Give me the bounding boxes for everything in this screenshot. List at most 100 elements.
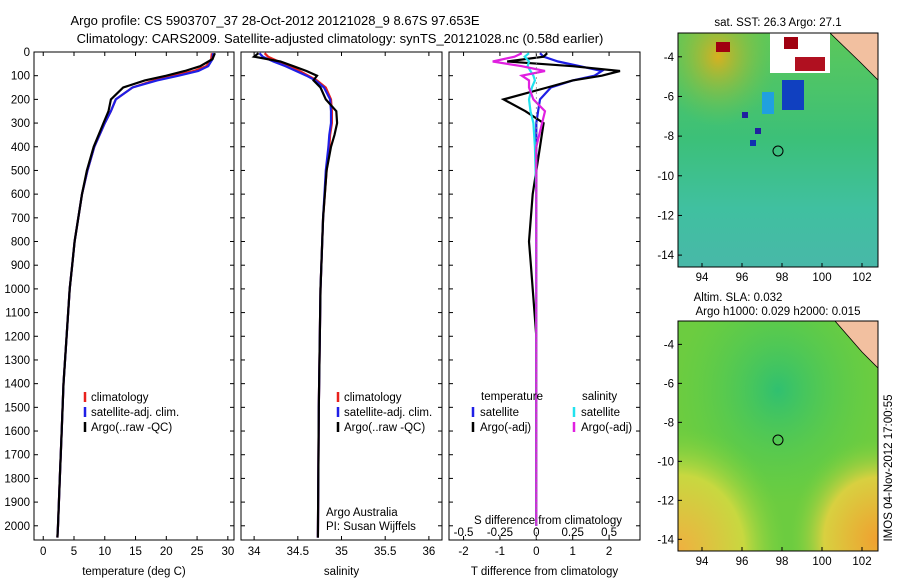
x-axis-label: T difference from climatology: [471, 566, 618, 578]
temperature-panel: 0 5 10 15 20 25 30 temperature (deg C) 0 100 200 30…: [4, 47, 235, 578]
sst-map-title: sat. SST: 26.3 Argo: 27.1: [714, 17, 841, 29]
panel-frame: [240, 51, 443, 541]
map-x-tick-label: 96: [736, 272, 749, 284]
y-tick-label: 1900: [4, 497, 30, 509]
legend-label: satellite: [581, 407, 620, 419]
figure-title-line1: Argo profile: CS 5903707_37 28-Oct-2012 …: [70, 13, 479, 28]
s-axis-label: S difference from climatology: [474, 515, 622, 527]
map-y-tick-label: -8: [664, 131, 674, 143]
s-tick-label: -0.25: [487, 527, 513, 539]
y-tick-label: 1700: [4, 450, 30, 462]
sla-map-title-line2: Argo h1000: 0.029 h2000: 0.015: [696, 306, 861, 318]
y-tick-label: 300: [11, 118, 30, 130]
map-x-tick-label: 100: [812, 272, 831, 284]
map-y-tick-label: -4: [664, 339, 675, 351]
sla-map-frame: [677, 320, 879, 552]
sst-map-ticks: 94 96 98 100 102 -4 -6 -8 -10 -12 -14: [657, 52, 871, 284]
legend-header-salinity: salinity: [582, 391, 617, 403]
sst-cold-pixel-3: [750, 140, 756, 146]
x-tick-label: -2: [458, 546, 468, 558]
map-y-tick-label: -4: [664, 52, 675, 64]
map-x-tick-label: 98: [776, 272, 789, 284]
sla-map-ticks: 94 96 98 100 102 -4 -6 -8 -10 -12 -14: [657, 339, 871, 568]
sst-hot-pixel-2: [784, 37, 798, 49]
sst-argo-marker: [772, 145, 784, 157]
legend-label: climatology: [344, 392, 402, 404]
sla-argo-marker: [772, 434, 784, 446]
x-tick-label: 25: [191, 546, 204, 558]
annotation-text: PI: Susan Wijffels: [326, 521, 416, 533]
y-tick-label: 1200: [4, 331, 30, 343]
x-tick-label: 35: [335, 546, 348, 558]
x-tick-label: 36: [422, 546, 435, 558]
y-tick-label: 700: [11, 213, 30, 225]
y-tick-label: 1100: [5, 308, 30, 320]
y-tick-label: 500: [11, 165, 30, 177]
x-tick-label: 35.5: [374, 546, 396, 558]
y-tick-label: 400: [11, 142, 30, 154]
sst-cold-patch: [782, 80, 804, 110]
x-tick-label: 0: [533, 546, 539, 558]
series-line: [56, 52, 216, 538]
y-tick-label: 1800: [4, 473, 30, 485]
legend-label: satellite-adj. clim.: [91, 407, 179, 419]
y-tick-label: 900: [11, 260, 30, 272]
x-tick-label: 34: [248, 546, 261, 558]
map-y-tick-label: -12: [657, 495, 674, 507]
y-tick-label: 1600: [4, 426, 30, 438]
panel-frame: [448, 51, 641, 541]
y-tick-label: 2000: [4, 521, 30, 533]
sst-cold-pixel: [742, 112, 748, 118]
legend-label: climatology: [91, 392, 149, 404]
annotation-text: Argo Australia: [326, 507, 398, 519]
x-tick-label: 15: [129, 546, 142, 558]
y-tick-label: 1000: [4, 284, 30, 296]
sst-cold-patch-2: [762, 92, 774, 114]
salinity-panel: 34 34.5 35 35.5 36 salinity climatology satelli…: [240, 51, 443, 578]
x-tick-label: 0: [40, 546, 46, 558]
sla-map: Altim. SLA: 0.032 Argo h1000: 0.029 h200…: [657, 292, 879, 568]
s-tick-label: 0.5: [601, 527, 617, 539]
x-tick-label: 5: [71, 546, 77, 558]
map-x-tick-label: 102: [852, 556, 871, 568]
series-line: [251, 52, 339, 538]
legend-label: Argo(..raw -QC): [344, 422, 425, 434]
sst-hot-pixel: [716, 42, 730, 52]
map-y-tick-label: -12: [657, 210, 674, 222]
legend-label: satellite: [480, 407, 519, 419]
map-x-tick-label: 102: [852, 272, 871, 284]
sst-map: sat. SST: 26.3 Argo: 27.1 94 96 98 100 102 -4…: [657, 17, 879, 284]
sst-hot-pixel-3: [795, 57, 825, 71]
y-tick-label: 0: [24, 47, 30, 59]
map-y-tick-label: -6: [664, 91, 674, 103]
x-tick-label: 30: [221, 546, 234, 558]
map-y-tick-label: -8: [664, 417, 674, 429]
y-tick-label: 200: [11, 94, 30, 106]
legend-label: Argo(-adj): [480, 422, 531, 434]
map-y-tick-label: -10: [657, 456, 674, 468]
sst-cold-pixel-2: [755, 128, 761, 134]
legend-header-temperature: temperature: [481, 391, 543, 403]
map-x-tick-label: 96: [736, 556, 749, 568]
imos-timestamp-label: IMOS 04-Nov-2012 17:00:55: [883, 394, 895, 541]
s-tick-label: 0.25: [561, 527, 583, 539]
map-x-tick-label: 94: [696, 556, 709, 568]
legend-label: satellite-adj. clim.: [344, 407, 432, 419]
map-y-tick-label: -14: [657, 534, 674, 546]
y-tick-label: 800: [11, 237, 30, 249]
map-x-tick-label: 100: [812, 556, 831, 568]
map-x-tick-label: 98: [776, 556, 789, 568]
legend-label: Argo(..raw -QC): [91, 422, 172, 434]
y-tick-label: 1400: [4, 379, 30, 391]
y-tick-label: 600: [11, 189, 30, 201]
sla-map-title-line1: Altim. SLA: 0.032: [694, 292, 783, 304]
x-tick-label: 1: [569, 546, 575, 558]
x-axis-label: temperature (deg C): [82, 566, 186, 578]
x-tick-label: -1: [495, 546, 505, 558]
x-tick-label: 20: [160, 546, 173, 558]
map-y-tick-label: -6: [664, 378, 674, 390]
x-tick-label: 10: [98, 546, 111, 558]
x-axis-label: salinity: [324, 566, 359, 578]
s-tick-label: -0.5: [454, 527, 474, 539]
